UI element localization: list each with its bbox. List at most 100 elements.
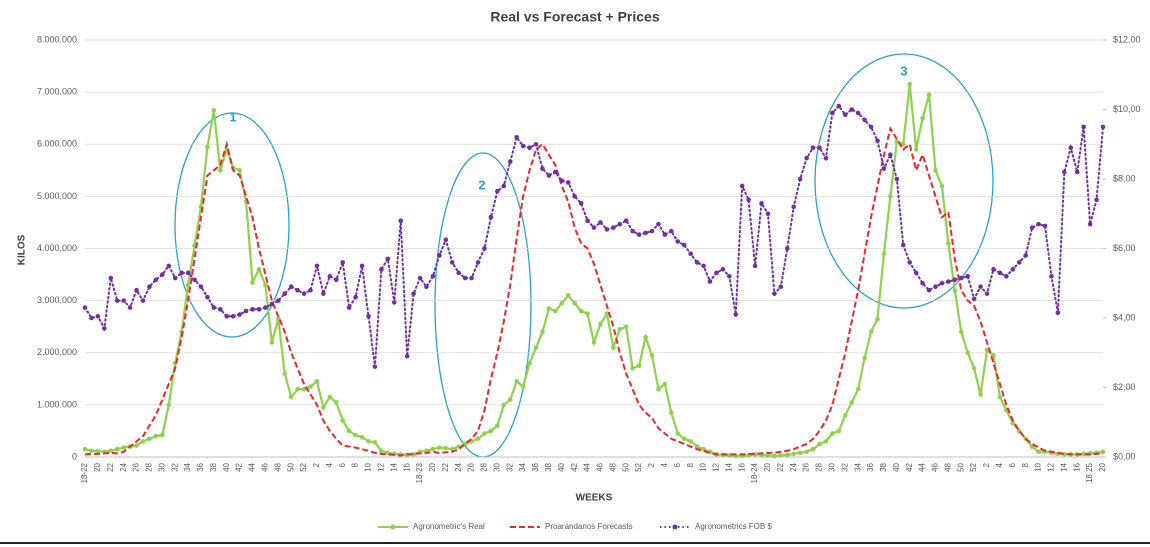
data-point	[926, 287, 932, 293]
data-point	[784, 246, 790, 251]
data-point	[546, 306, 552, 311]
data-point	[1004, 274, 1009, 279]
data-point	[321, 291, 326, 296]
data-point	[1087, 221, 1093, 227]
x-tick-label: 40	[222, 462, 231, 471]
data-point	[507, 159, 513, 164]
data-point	[926, 92, 932, 98]
legend-label: Agronometrics FOB $	[695, 522, 772, 531]
data-point	[346, 305, 352, 310]
data-point	[89, 315, 94, 321]
data-point	[636, 363, 642, 369]
data-point	[817, 145, 822, 151]
data-point	[778, 284, 784, 290]
data-point	[720, 267, 726, 272]
data-point	[675, 239, 681, 244]
data-point	[134, 287, 139, 293]
data-point	[391, 300, 397, 305]
data-point	[482, 431, 487, 436]
data-point	[160, 272, 165, 277]
data-point	[404, 353, 410, 359]
data-point	[134, 443, 139, 448]
data-point	[611, 345, 616, 350]
data-point	[656, 221, 661, 227]
data-point	[520, 384, 526, 389]
data-point	[572, 300, 577, 306]
data-point	[830, 431, 835, 436]
y2-tick-label: $8,00	[1113, 173, 1136, 183]
data-point	[984, 291, 990, 296]
data-point	[1049, 274, 1054, 279]
data-point	[823, 155, 829, 161]
y2-tick-label: $12,00	[1113, 34, 1141, 44]
y-tick-label: 5.000.000	[37, 191, 77, 201]
data-point	[218, 168, 223, 173]
x-tick-label: 50	[621, 462, 630, 471]
data-point	[301, 386, 307, 392]
data-point	[514, 379, 519, 384]
data-point	[256, 307, 262, 312]
annotation: 2	[478, 177, 485, 192]
chart-title: Real vs Forecast + Prices	[490, 9, 659, 25]
data-point	[900, 141, 906, 147]
data-point	[875, 138, 880, 144]
x-tick-label: 20	[93, 462, 102, 471]
data-point	[488, 428, 494, 434]
data-point	[636, 232, 642, 237]
data-point	[475, 260, 481, 265]
data-point	[185, 282, 191, 288]
x-tick-label: 16	[402, 462, 411, 471]
data-point	[759, 201, 764, 206]
data-point	[333, 277, 339, 283]
x-tick-label: 12	[712, 462, 721, 471]
data-point	[340, 418, 346, 423]
data-point	[411, 291, 416, 296]
data-point	[114, 446, 120, 452]
x-tick-label: 28	[480, 462, 489, 471]
data-point	[810, 145, 816, 151]
data-point	[353, 294, 358, 300]
data-point	[507, 397, 513, 402]
legend-marker	[390, 524, 396, 530]
highlight-ellipse	[814, 53, 994, 309]
data-point	[836, 428, 842, 434]
legend-label: Agronometric's Real	[413, 522, 485, 531]
x-tick-label: 18-23	[415, 462, 424, 483]
data-point	[862, 355, 867, 361]
data-point	[1036, 221, 1041, 227]
data-point	[172, 275, 178, 281]
x-tick-label: 38	[209, 462, 218, 471]
data-point	[836, 103, 842, 109]
data-point	[920, 115, 925, 121]
data-point	[230, 313, 236, 319]
data-point	[140, 298, 146, 303]
data-point	[591, 225, 597, 230]
data-point	[140, 439, 146, 444]
x-tick-label: 30	[492, 462, 501, 471]
x-tick-label: 22	[441, 462, 450, 471]
x-tick-label: 4	[660, 462, 669, 467]
x-tick-label: 8	[1021, 462, 1030, 467]
data-point	[379, 267, 384, 272]
data-point	[952, 277, 958, 283]
data-point	[733, 312, 739, 317]
data-point	[739, 183, 745, 189]
data-point	[681, 242, 687, 248]
data-point	[501, 402, 507, 408]
data-point	[1100, 124, 1106, 130]
data-point	[623, 324, 629, 329]
x-tick-label: 24	[789, 462, 798, 471]
data-point	[611, 225, 616, 230]
data-point	[913, 147, 919, 152]
data-point	[849, 107, 855, 112]
data-point	[495, 188, 500, 194]
y-tick-label: 7.000.000	[37, 87, 77, 97]
y2-tick-label: $6,00	[1113, 243, 1136, 253]
data-point	[888, 152, 893, 157]
data-point	[830, 110, 835, 116]
data-point	[430, 446, 436, 452]
data-point	[1055, 310, 1061, 316]
data-point	[920, 280, 925, 286]
x-tick-label: 32	[170, 462, 179, 471]
data-point	[321, 405, 326, 410]
